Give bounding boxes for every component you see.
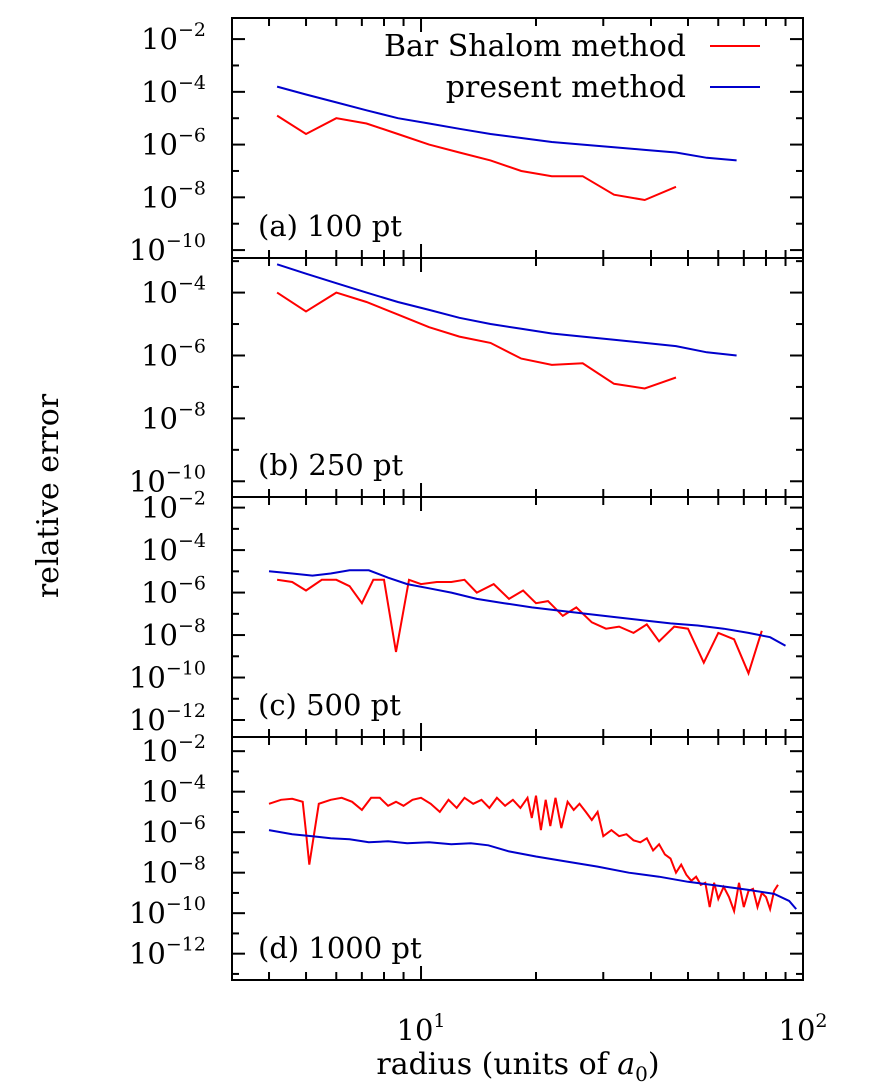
y-tick-label: 10−2 xyxy=(141,19,206,56)
y-tick-label: 10−6 xyxy=(141,125,206,162)
panel-label: (c) 500 pt xyxy=(258,688,401,722)
y-tick-label: 10−4 xyxy=(141,530,206,567)
y-tick-label: 10−6 xyxy=(141,573,206,610)
y-tick-label: 10−6 xyxy=(141,335,206,372)
series-line-bar-shalom xyxy=(276,578,763,677)
panel-c: 10−2 10−4 10−6 10−8 10−10 10−12 (c) 500 pt xyxy=(129,488,804,738)
legend-label: present method xyxy=(446,70,686,105)
panel-label: (d) 1000 pt xyxy=(258,931,422,965)
series-line-bar-shalom xyxy=(276,114,677,202)
x-axis: 101 102 xyxy=(397,1010,828,1047)
y-tick-label: 10−12 xyxy=(129,934,206,971)
y-tick-label: 10−4 xyxy=(141,273,206,310)
legend: Bar Shalom method present method xyxy=(384,29,760,105)
series-line-present xyxy=(268,569,786,647)
y-tick-label: 10−4 xyxy=(141,72,206,109)
y-tick-label: 10−8 xyxy=(141,398,206,435)
y-tick-label: 10−6 xyxy=(141,812,206,849)
panel-frame xyxy=(231,736,804,981)
y-axis-title: relative error xyxy=(31,393,66,598)
y-tick-label: 10−8 xyxy=(141,177,206,214)
y-tick-label: 10−10 xyxy=(129,658,206,695)
x-tick-label: 101 xyxy=(397,1010,446,1047)
y-tick-label: 10−2 xyxy=(141,488,206,525)
y-tick-label: 10−10 xyxy=(129,893,206,930)
series-line-bar-shalom xyxy=(276,291,677,390)
y-tick-label: 10−8 xyxy=(141,853,206,890)
x-tick-label: 102 xyxy=(779,1010,828,1047)
panel-label: (b) 250 pt xyxy=(258,448,404,482)
panel-label: (a) 100 pt xyxy=(258,209,402,243)
y-tick-label: 10−12 xyxy=(129,700,206,737)
x-axis-title: radius (units of a0) xyxy=(376,1047,659,1086)
series-line-bar-shalom xyxy=(268,795,779,915)
y-tick-label: 10−2 xyxy=(141,731,206,768)
y-tick-label: 10−10 xyxy=(129,230,206,267)
y-tick-label: 10−4 xyxy=(141,772,206,809)
y-tick-label: 10−10 xyxy=(129,461,206,498)
panels-layer: 10−210−410−610−810−10 (a) 100 pt10−410−61… xyxy=(129,17,804,981)
y-tick-label: 10−8 xyxy=(141,615,206,652)
legend-label: Bar Shalom method xyxy=(384,29,686,64)
panel-b: 10−4 10−6 10−8 10−10 (b) 250 pt xyxy=(129,257,804,498)
series-line-present xyxy=(268,829,797,910)
panel-d: 10−2 10−410−6 10−810−10 10−12 (d) 1000 pt xyxy=(129,731,804,981)
panel-a: 10−2 10−4 10−6 10−8 10−10 (a) 100 pt xyxy=(129,17,804,267)
series-line-present xyxy=(276,263,737,357)
series-line-present xyxy=(276,85,737,162)
